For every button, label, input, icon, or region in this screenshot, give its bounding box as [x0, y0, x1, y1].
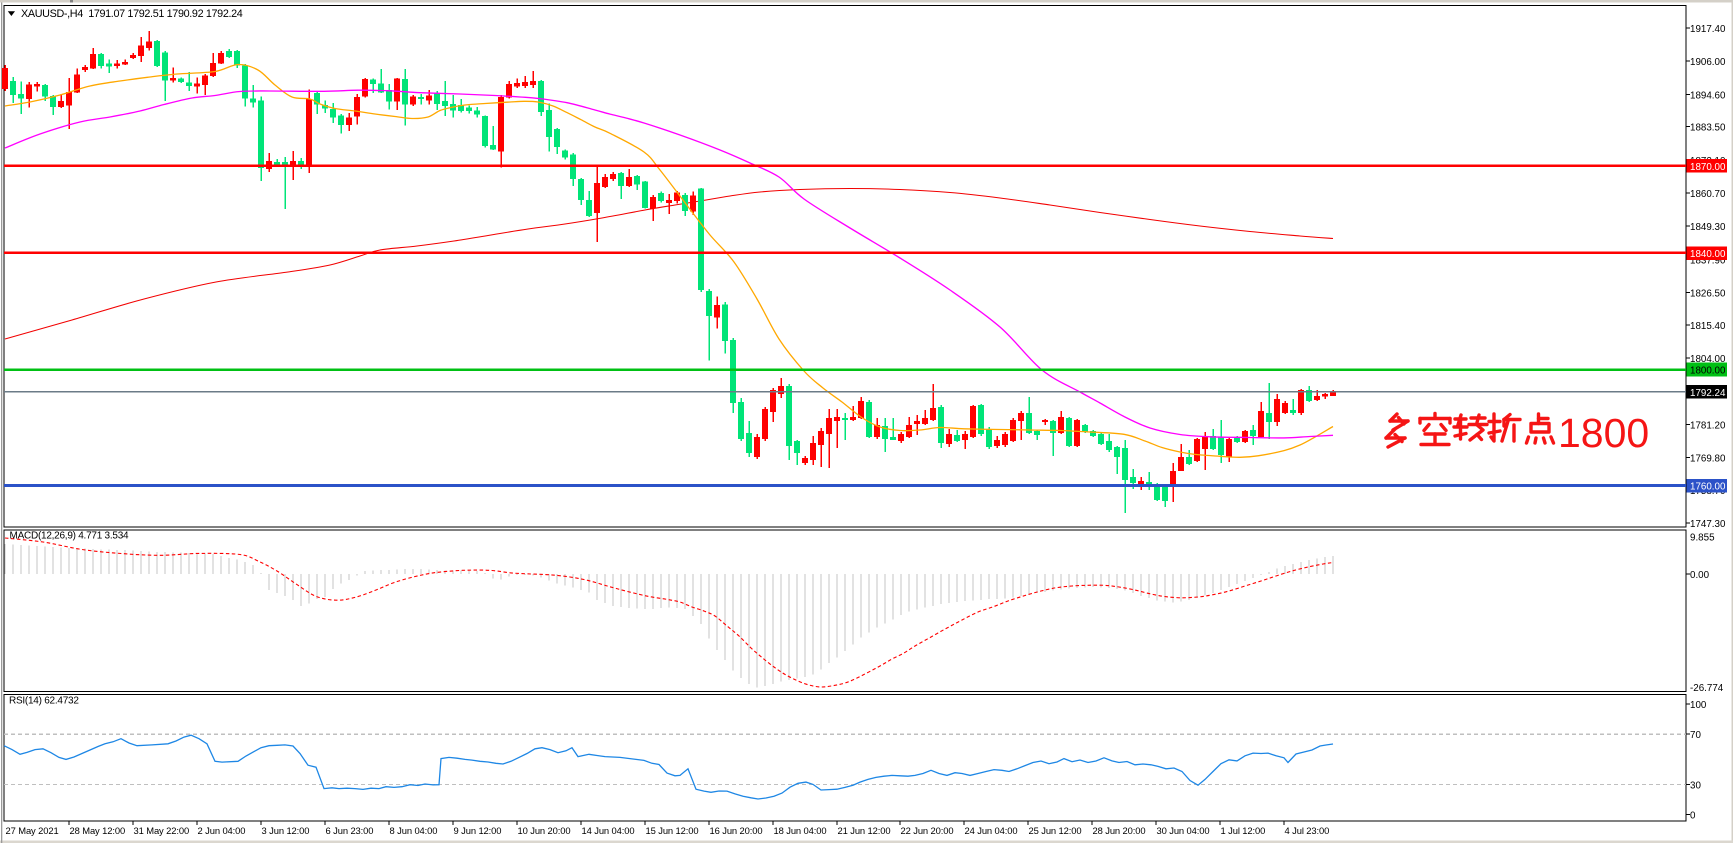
svg-text:18 Jun 04:00: 18 Jun 04:00	[774, 825, 827, 836]
svg-text:25 Jun 12:00: 25 Jun 12:00	[1029, 825, 1082, 836]
svg-text:30: 30	[1690, 781, 1701, 792]
svg-text:1800.00: 1800.00	[1690, 366, 1726, 377]
svg-text:21 Jun 12:00: 21 Jun 12:00	[838, 825, 891, 836]
svg-text:1870.00: 1870.00	[1690, 162, 1726, 173]
svg-text:-26.774: -26.774	[1690, 683, 1724, 694]
svg-text:1769.80: 1769.80	[1690, 454, 1726, 465]
svg-text:28 Jun 20:00: 28 Jun 20:00	[1093, 825, 1146, 836]
svg-text:14 Jun 04:00: 14 Jun 04:00	[582, 825, 635, 836]
svg-text:1781.20: 1781.20	[1690, 420, 1726, 431]
svg-text:1760.00: 1760.00	[1690, 482, 1726, 493]
svg-text:1883.50: 1883.50	[1690, 123, 1726, 134]
svg-text:0: 0	[1690, 811, 1696, 822]
svg-text:4 Jul 23:00: 4 Jul 23:00	[1285, 825, 1330, 836]
svg-text:22 Jun 20:00: 22 Jun 20:00	[901, 825, 954, 836]
svg-text:30 Jun 04:00: 30 Jun 04:00	[1157, 825, 1210, 836]
svg-text:15 Jun 12:00: 15 Jun 12:00	[646, 825, 699, 836]
svg-text:1800: 1800	[1558, 410, 1649, 456]
svg-text:70: 70	[1690, 730, 1701, 741]
svg-text:0.00: 0.00	[1690, 570, 1710, 581]
svg-text:28 May 12:00: 28 May 12:00	[70, 825, 126, 836]
svg-text:3 Jun 12:00: 3 Jun 12:00	[262, 825, 310, 836]
svg-text:1849.30: 1849.30	[1690, 222, 1726, 233]
svg-text:MACD(12,26,9) 4.771 3.534: MACD(12,26,9) 4.771 3.534	[10, 531, 130, 542]
svg-text:1 Jul 12:00: 1 Jul 12:00	[1221, 825, 1266, 836]
svg-text:1747.30: 1747.30	[1690, 519, 1726, 530]
svg-text:6 Jun 23:00: 6 Jun 23:00	[326, 825, 374, 836]
svg-text:1860.70: 1860.70	[1690, 189, 1726, 200]
svg-text:24 Jun 04:00: 24 Jun 04:00	[965, 825, 1018, 836]
svg-text:9.855: 9.855	[1690, 533, 1715, 544]
svg-text:XAUUSD-,H4 1791.07 1792.51 17: XAUUSD-,H4 1791.07 1792.51 1790.92 1792.…	[21, 8, 243, 20]
svg-text:RSI(14) 62.4732: RSI(14) 62.4732	[9, 696, 79, 707]
svg-text:9 Jun 12:00: 9 Jun 12:00	[454, 825, 502, 836]
svg-text:1815.40: 1815.40	[1690, 321, 1726, 332]
svg-text:1826.50: 1826.50	[1690, 289, 1726, 300]
svg-text:1906.00: 1906.00	[1690, 57, 1726, 68]
svg-text:2 Jun 04:00: 2 Jun 04:00	[198, 825, 246, 836]
svg-text:1894.60: 1894.60	[1690, 90, 1726, 101]
svg-text:1792.24: 1792.24	[1690, 388, 1726, 399]
svg-text:1917.40: 1917.40	[1690, 24, 1726, 35]
svg-text:16 Jun 20:00: 16 Jun 20:00	[710, 825, 763, 836]
svg-text:8 Jun 04:00: 8 Jun 04:00	[390, 825, 438, 836]
svg-text:27 May 2021: 27 May 2021	[6, 825, 59, 836]
svg-text:1840.00: 1840.00	[1690, 249, 1726, 260]
svg-text:100: 100	[1690, 700, 1707, 711]
svg-text:10 Jun 20:00: 10 Jun 20:00	[518, 825, 571, 836]
svg-text:31 May 22:00: 31 May 22:00	[134, 825, 190, 836]
